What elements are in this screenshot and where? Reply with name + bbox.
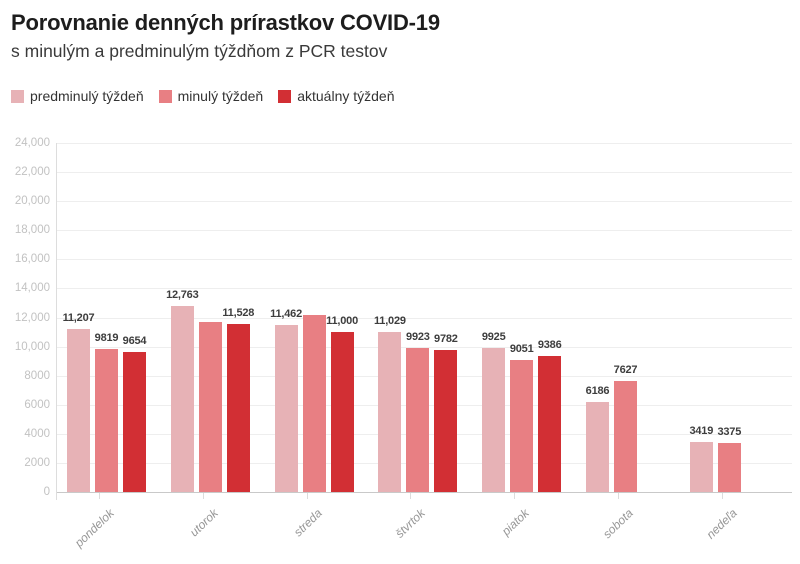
bar-piatok-series2	[538, 355, 562, 492]
bar-štvrtok-series0	[378, 331, 402, 492]
bar-value-label: 9923	[406, 330, 430, 343]
bar-value-label: 9819	[94, 332, 119, 345]
x-tick	[99, 493, 100, 499]
legend-label: minulý týždeň	[177, 88, 264, 104]
y-tick-label: 16,000	[14, 253, 50, 266]
x-tick	[306, 493, 308, 499]
y-tick-label: 8000	[24, 369, 50, 382]
bar-value-label: 9654	[122, 334, 147, 347]
bar-piatok-series1	[510, 360, 534, 492]
legend-item-2: aktuálny týždeň	[278, 88, 395, 104]
legend-label: predminulý týždeň	[30, 88, 144, 104]
bar-štvrtok-series2	[434, 349, 458, 492]
bar-pondelok-series1	[95, 349, 118, 492]
gridline	[57, 143, 792, 144]
bar-value-label: 9051	[509, 343, 534, 356]
bar-sobota-series0	[586, 402, 609, 492]
bar-štvrtok-series1	[406, 347, 430, 492]
y-tick-label: 14,000	[14, 282, 50, 295]
x-category-label: streda	[290, 506, 325, 540]
chart-subtitle: s minulým a predminulým týždňom z PCR te…	[11, 41, 388, 62]
bar-streda-series0	[274, 325, 298, 492]
y-tick-label: 20,000	[14, 195, 50, 208]
x-tick	[618, 493, 619, 499]
x-tick	[202, 493, 204, 499]
y-tick-label: 0	[43, 486, 50, 498]
bar-value-label: 9782	[434, 332, 458, 345]
gridline	[57, 259, 792, 261]
bar-pondelok-series0	[67, 329, 90, 492]
bar-streda-series1	[302, 314, 326, 492]
x-tick	[410, 493, 412, 499]
y-tick-label: 10,000	[14, 340, 50, 353]
bar-value-label: 11,000	[326, 315, 359, 328]
bar-value-label: 6186	[585, 385, 610, 398]
bar-value-label: 3419	[689, 425, 714, 438]
bar-utorok-series1	[198, 321, 222, 492]
bar-value-label: 7627	[613, 364, 638, 377]
x-category-label: sobota	[600, 506, 636, 542]
bar-sobota-series1	[614, 381, 637, 492]
x-category-label: pondelok	[71, 506, 117, 550]
legend-swatch-icon	[11, 89, 24, 103]
legend-item-1: minulý týždeň	[158, 88, 264, 104]
legend-label: aktuálny týždeň	[297, 88, 395, 104]
bar-value-label: 11,528	[222, 307, 255, 320]
bar-piatok-series0	[482, 347, 506, 492]
bar-value-label: 11,029	[373, 314, 406, 327]
gridline	[57, 230, 792, 232]
gridline	[57, 172, 792, 174]
bar-value-label: 11,207	[62, 312, 95, 325]
y-tick-label: 6000	[24, 398, 50, 411]
bar-value-label: 9925	[481, 330, 506, 343]
gridline	[57, 317, 792, 319]
bar-pondelok-series2	[123, 351, 146, 492]
chart-header: Porovnanie denných prírastkov COVID-19 s…	[11, 10, 788, 62]
y-tick-label: 18,000	[14, 224, 50, 237]
chart-legend: predminulý týždeň minulý týždeň aktuálny t…	[11, 88, 395, 104]
y-tick-label: 2000	[24, 456, 50, 469]
gridline	[57, 288, 792, 290]
y-tick-label: 24,000	[14, 137, 50, 149]
y-axis-line	[56, 143, 57, 500]
bar-value-label: 11,462	[270, 308, 303, 321]
gridline	[57, 201, 792, 203]
x-tick	[721, 493, 723, 499]
x-category-label: utorok	[186, 506, 221, 540]
bar-value-label: 3375	[717, 425, 742, 438]
x-category-label: štvrtok	[392, 506, 429, 541]
x-category-label: nedeľa	[703, 506, 740, 542]
chart-title: Porovnanie denných prírastkov COVID-19	[11, 10, 440, 35]
gridline	[57, 346, 792, 348]
bar-streda-series2	[330, 332, 354, 492]
x-category-label: piatok	[499, 506, 532, 539]
bar-nedeľa-series1	[717, 442, 741, 492]
bar-utorok-series0	[170, 306, 194, 492]
y-tick-label: 12,000	[14, 311, 50, 324]
bar-nedeľa-series0	[689, 442, 713, 492]
y-tick-label: 22,000	[14, 166, 50, 179]
y-tick-label: 4000	[24, 427, 50, 440]
x-axis-baseline	[57, 492, 792, 493]
bar-utorok-series2	[226, 324, 250, 492]
legend-item-0: predminulý týždeň	[11, 88, 144, 104]
legend-swatch-icon	[278, 89, 292, 103]
bar-value-label: 12,763	[166, 289, 199, 302]
x-tick	[514, 493, 516, 499]
bar-value-label: 9386	[537, 338, 562, 351]
legend-swatch-icon	[158, 89, 172, 103]
